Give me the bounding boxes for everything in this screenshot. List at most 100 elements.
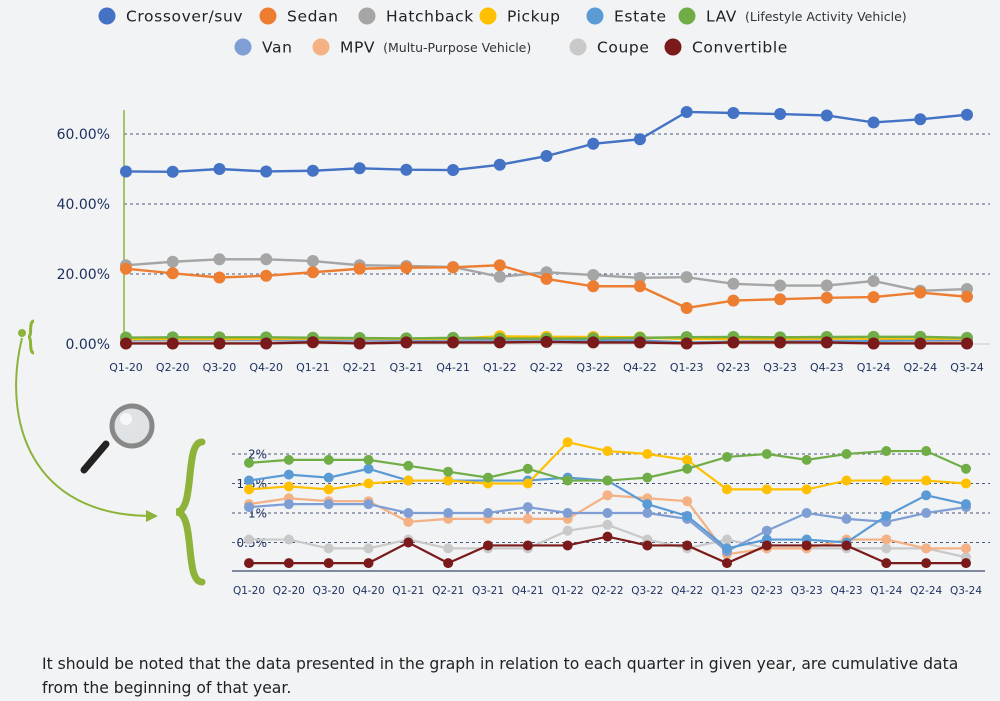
data-point [323,484,334,495]
x-tick-label: Q4-20 [249,361,283,374]
data-point [774,293,787,306]
x-tick-label: Q4-22 [671,585,703,597]
data-point [722,484,732,495]
data-point [682,463,693,474]
data-point [522,502,533,513]
data-point [961,337,973,350]
x-tick-label: Q2-21 [432,585,464,597]
legend-item-coupe: Coupe [569,38,649,57]
x-tick-label: Q1-20 [233,585,265,597]
data-point [761,525,772,536]
data-point [642,508,653,518]
data-point [562,475,573,486]
legend-marker [569,38,587,56]
x-tick-label: Q4-21 [436,361,470,374]
data-point [841,475,852,486]
zoom-series-pickup [244,437,971,495]
data-point [867,337,880,350]
data-point [633,336,646,349]
data-point [283,499,294,510]
data-point [403,475,414,486]
legend-item-convertible: Convertible [664,38,787,57]
main-chart: 0.00%20.00%40.00%60.00% Q1-20 Q2-20 Q3-20 Q… [57,105,990,374]
curved-arrow-icon [15,319,158,522]
zoom-series-van [244,499,971,557]
data-point [244,534,254,545]
data-point [642,449,653,459]
data-point [921,475,932,486]
data-point [283,454,294,465]
x-tick-label: Q1-23 [711,585,743,597]
data-point [602,446,613,457]
data-point [363,463,374,474]
data-point [213,253,226,266]
x-tick-label: Q4-23 [810,361,844,374]
data-point [867,291,880,304]
data-point [602,531,613,542]
data-point [774,279,787,292]
data-point [633,280,646,293]
x-tick-label: Q1-24 [870,585,902,597]
data-point [761,449,772,459]
data-point [363,478,374,489]
data-point [403,508,414,518]
legend-sublabel: (Multu-Purpose Vehicle) [383,40,531,55]
data-point [400,163,413,176]
data-point [260,269,273,282]
legend-marker [586,7,604,25]
data-point [722,534,732,545]
data-point [403,460,414,471]
data-point [443,508,454,518]
data-point [801,484,812,495]
data-point [120,165,132,178]
data-point [820,291,833,304]
data-point [522,540,533,551]
data-point [682,454,693,465]
x-tick-label: Q3-21 [472,585,504,597]
data-point [602,519,613,530]
data-point [363,543,374,554]
legend-label: LAV [706,8,737,26]
data-point [562,540,573,551]
legend-marker [358,7,376,25]
x-tick-label: Q3-23 [791,585,823,597]
legend-label: Hatchback [386,8,474,26]
data-point [483,508,493,518]
data-point [443,466,454,477]
x-tick-label: Q3-24 [950,585,982,597]
data-point [680,301,693,314]
data-point [363,558,374,569]
data-point [841,513,852,524]
y-tick-label: 2% [248,448,267,462]
data-point [447,336,460,349]
x-tick-label: Q2-20 [273,585,305,597]
data-point [841,540,852,551]
x-tick-label: Q1-21 [392,585,424,597]
zoom-chart: 0.5%1%1.5%2% Q1-20Q2-20Q3-20Q4-20Q1-21Q2… [232,437,990,597]
data-point [921,558,932,569]
data-point [642,499,653,510]
data-point [682,540,693,551]
data-point [761,540,772,551]
data-point [680,337,693,350]
data-point [244,558,254,569]
data-point [443,543,454,554]
data-point [306,164,319,177]
x-tick-label: Q2-23 [751,585,783,597]
data-point [914,286,927,299]
data-point [283,534,294,545]
data-point [587,280,600,293]
data-point [881,534,892,545]
data-point [921,543,932,554]
x-tick-label: Q3-22 [576,361,610,374]
data-point [587,336,600,349]
x-tick-label: Q1-22 [552,585,584,597]
legend-label: Crossover/suv [126,8,243,26]
data-point [260,253,273,266]
legend-label: Van [262,39,293,57]
x-tick-label: Q3-20 [203,361,237,374]
x-tick-label: Q2-23 [717,361,751,374]
data-point [244,475,254,486]
data-point [493,158,506,171]
